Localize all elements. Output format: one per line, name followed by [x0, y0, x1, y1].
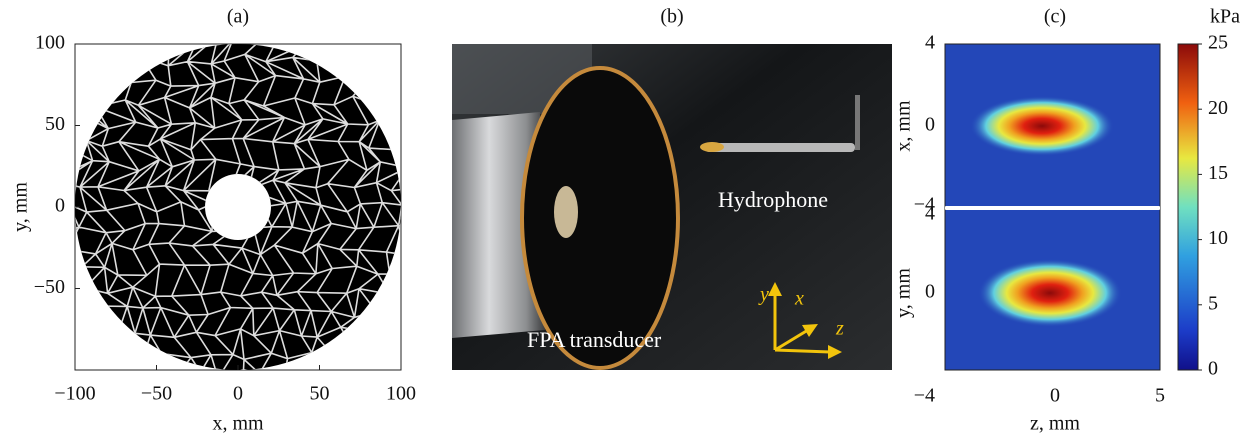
panel-a: (a) −100 −50 0 50 100 100 50 0 −50 x, mm y, mm [10, 6, 440, 435]
y-tick-label: 0 [925, 114, 935, 136]
y-tick-label: 0 [55, 195, 65, 217]
panel-label: (c) [1044, 6, 1066, 28]
colorbar-tick-label: 10 [1208, 227, 1228, 249]
x-axis-label: x, mm [212, 413, 264, 435]
x-tick-label: 50 [310, 383, 330, 405]
axis-name: x [794, 288, 804, 310]
y-axis-label: y, mm [893, 268, 915, 318]
hydrophone-body [705, 143, 855, 152]
colorbar-unit: kPa [1210, 6, 1240, 28]
focal-spot [970, 96, 1114, 156]
x-tick-label: 100 [386, 383, 416, 405]
colorbar-tick-label: 20 [1208, 97, 1228, 119]
array-hole [205, 174, 271, 240]
y-axis-label: y, mm [10, 182, 32, 232]
colorbar-tick-label: 0 [1208, 358, 1218, 380]
colorbar-tick-label: 5 [1208, 292, 1218, 314]
y-tick-label: 0 [925, 281, 935, 303]
y-tick-label: 100 [35, 32, 65, 54]
focal-spot [978, 259, 1122, 327]
hydrophone-tip [700, 142, 724, 152]
panel-label: (a) [227, 6, 249, 28]
y-tick-label: −50 [34, 276, 65, 298]
x-tick-label: 0 [233, 383, 243, 405]
x-tick-label: 5 [1155, 385, 1165, 407]
y-tick-label: −4 [914, 385, 935, 407]
y-tick-label: 4 [925, 203, 935, 225]
figure: (a) −100−50050100100500−50 x, mm y, mm (… [0, 0, 1240, 439]
panel-b: (b) Hydrophone FPA transducer y x z [452, 6, 892, 370]
x-tick-label: −50 [141, 383, 172, 405]
x-tick-label: 0 [1050, 385, 1060, 407]
panel-label: (b) [660, 6, 683, 28]
annotation: FPA transducer [527, 327, 662, 352]
transducer-face [522, 68, 678, 368]
y-axis-label: x, mm [893, 100, 915, 152]
hydrophone-holder [855, 95, 860, 150]
colorbar-tick-label: 15 [1208, 162, 1228, 184]
y-tick-label: 4 [925, 32, 935, 54]
colorbar-tick-label: 25 [1208, 32, 1228, 54]
axis-name: z [835, 318, 844, 340]
axis-name: y [758, 284, 769, 306]
transducer-hole [554, 186, 578, 238]
annotation: Hydrophone [718, 187, 828, 212]
x-axis-label: z, mm [1030, 413, 1080, 435]
y-tick-label: 50 [45, 113, 65, 135]
x-tick-label: −100 [54, 383, 95, 405]
colorbar [1178, 44, 1198, 370]
